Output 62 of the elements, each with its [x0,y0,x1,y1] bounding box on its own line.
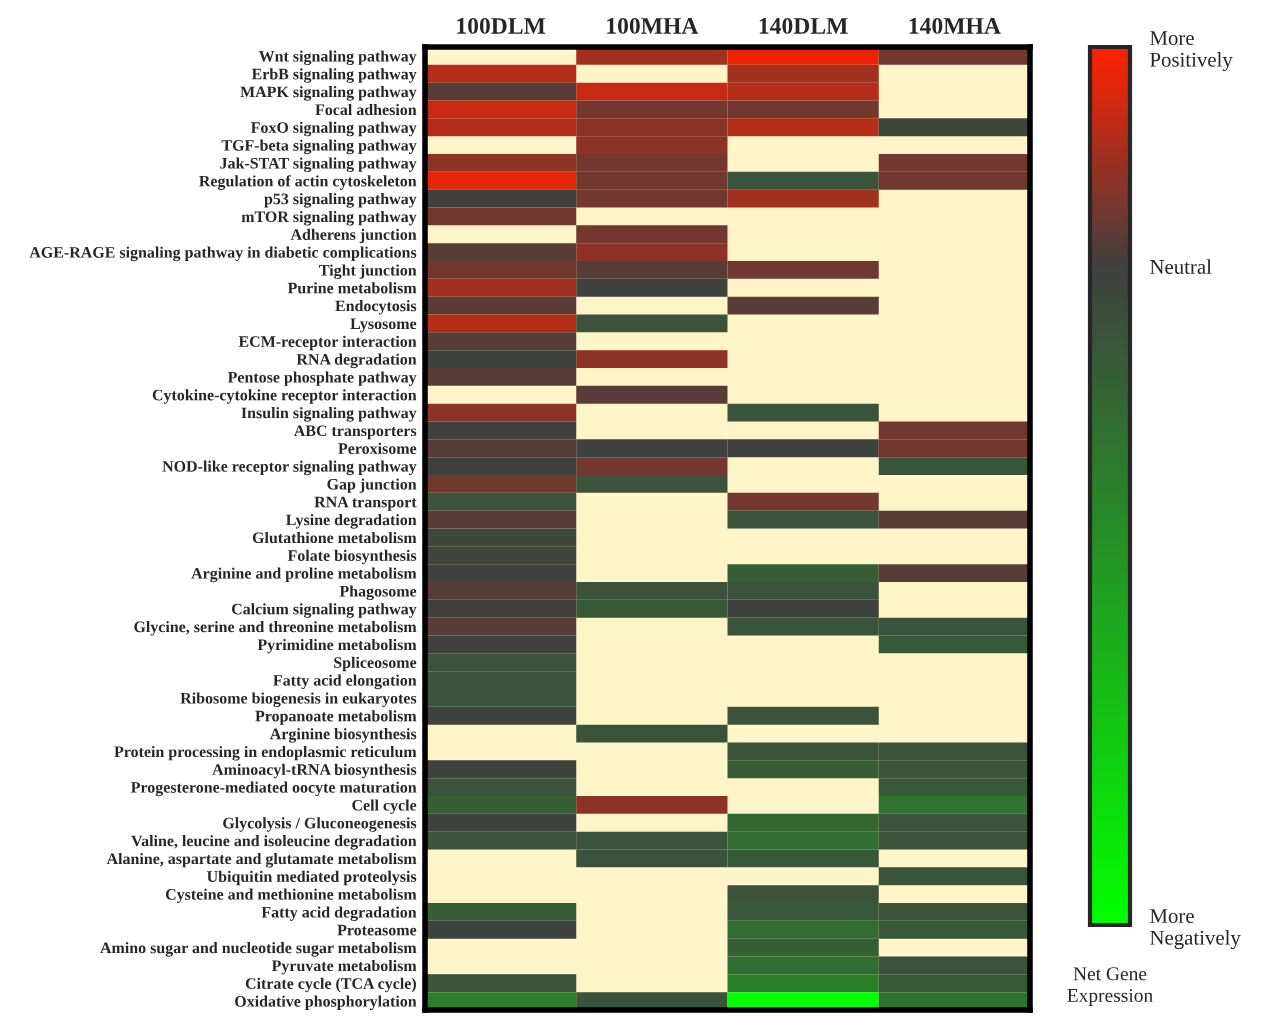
y-tick-label: mTOR signaling pathway [241,210,417,226]
y-tick-label: ECM-receptor interaction [238,335,417,351]
x-tick-label: 140MHA [909,17,1001,34]
x-tick-label: 140DLM [759,17,848,34]
y-tick-label: Glutathione metabolism [252,531,417,544]
x-tick-label: 100MHA [607,17,699,34]
y-tick-label: Cytokine-cytokine receptor interaction [152,389,417,404]
y-tick-label: Progesterone-mediated oocyte maturation [130,781,417,797]
y-tick-label: Cell cycle [352,799,417,814]
y-tick-label: MAPK signaling pathway [240,86,417,101]
y-tick-label: Gap junction [327,478,417,493]
y-tick-label: Peroxisome [338,442,417,454]
y-tick-label: ErbB signaling pathway [251,68,417,83]
y-tick-label: Wnt signaling pathway [258,50,417,65]
color-bar-label: Neutral [1150,259,1212,274]
y-tick-label: Tight junction [319,264,417,279]
y-tick-label: Pyruvate metabolism [271,959,417,975]
y-tick-label: Pentose phosphate pathway [227,371,417,386]
y-tick-label: p53 signaling pathway [264,193,417,208]
y-tick-label: Phagosome [339,585,417,600]
y-tick-label: Lysosome [350,318,417,333]
y-tick-label: Endocytosis [335,300,417,315]
y-tick-label: Ribosome biogenesis in eukaryotes [180,692,417,707]
y-tick-label: Glycine, serine and threonine metabolism [134,621,417,636]
y-tick-label: Folate biosynthesis [287,549,417,565]
y-tick-label: Cysteine and methionine metabolism [165,888,417,904]
y-tick-label: FoxO signaling pathway [250,121,417,137]
color-bar-title: Net Gene Expression [1067,967,1153,1006]
y-tick-label: Regulation of actin cytoskeleton [199,175,417,190]
x-tick-label: 100DLM [457,17,546,34]
y-tick-label: NOD-like receptor signaling pathway [162,460,417,476]
y-tick-label: Aminoacyl-tRNA biosynthesis [212,763,417,779]
y-tick-label: TGF-beta signaling pathway [221,139,417,155]
y-tick-label: Oxidative phosphorylation [235,995,417,1011]
y-tick-label: ABC transporters [293,425,417,440]
y-tick-label: Citrate cycle (TCA cycle) [245,977,416,993]
y-tick-label: Amino sugar and nucleotide sugar metabolism [100,942,417,957]
color-bar-label: More Positively [1150,31,1233,72]
y-tick-label: Jak-STAT signaling pathway [220,157,417,172]
y-tick-label: Pyrimidine metabolism [257,638,417,654]
y-tick-label: Propanoate metabolism [255,710,417,725]
y-tick-label: Glycolysis / Gluconeogenesis [223,817,417,832]
y-tick-label: Spliceosome [334,656,417,672]
color-bar-label: More Negatively [1150,909,1241,950]
y-tick-label: Alanine, aspartate and glutamate metabolism [106,852,417,868]
y-tick-label: AGE-RAGE signaling pathway in diabetic complications [29,246,417,262]
y-tick-label: Focal adhesion [315,103,417,116]
y-tick-label: Arginine biosynthesis [269,728,417,743]
y-tick-label: Ubiquitin mediated proteolysis [207,870,417,886]
y-tick-label: Lysine degradation [286,514,417,529]
y-tick-label: Proteasome [337,924,417,936]
y-tick-label: Arginine and proline metabolism [191,567,417,583]
y-tick-label: Insulin signaling pathway [241,407,417,422]
y-tick-label: Purine metabolism [287,282,417,294]
y-tick-label: RNA degradation [296,353,417,369]
y-tick-label: Protein processing in endoplasmic reticulum [114,745,417,761]
y-tick-label: Fatty acid elongation [273,674,417,690]
y-tick-label: Adherens junction [290,228,417,244]
y-tick-label: RNA transport [314,496,417,511]
y-tick-label: Calcium signaling pathway [231,603,417,618]
y-tick-label: Valine, leucine and isoleucine degradation [131,835,417,850]
y-tick-label: Fatty acid degradation [261,906,417,921]
